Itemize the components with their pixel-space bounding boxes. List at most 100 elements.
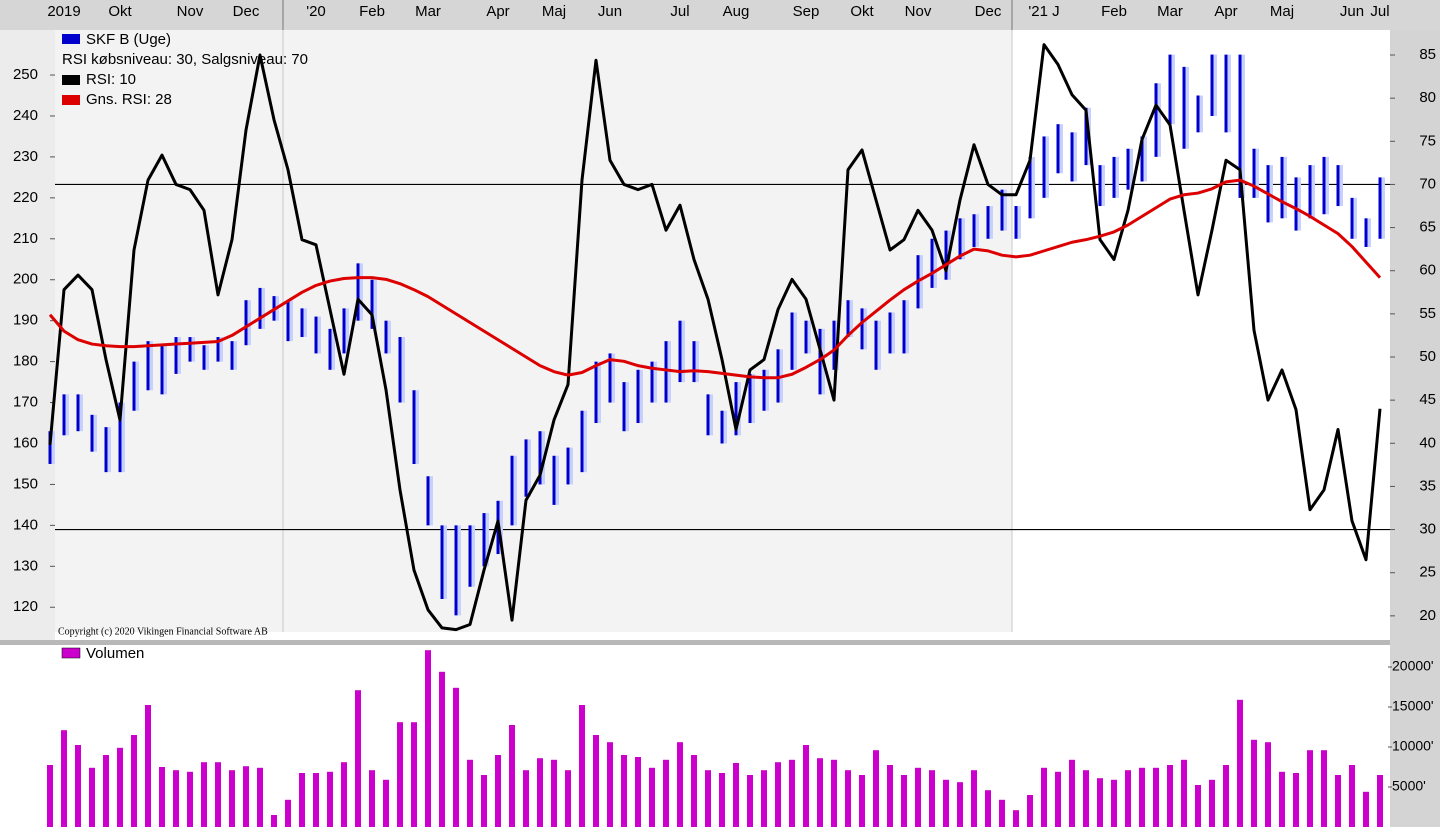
volume-bar	[705, 770, 711, 827]
x-tick-label: Nov	[177, 3, 204, 20]
volume-bar	[1209, 779, 1215, 827]
y-tick-label: 220	[13, 189, 38, 206]
volume-bar	[887, 765, 893, 827]
volume-bar	[803, 745, 809, 827]
volume-bar	[1363, 791, 1369, 827]
volume-bar	[299, 773, 305, 827]
x-tick-label: '21 J	[1028, 3, 1059, 20]
volume-bar	[593, 735, 599, 827]
volume-bar	[845, 770, 851, 827]
volume-bar	[747, 775, 753, 827]
volume-bar	[761, 770, 767, 827]
x-tick-label: Dec	[975, 3, 1002, 20]
y2-tick-label: 45	[1419, 391, 1436, 408]
volume-bar	[719, 773, 725, 827]
volume-bar	[1237, 699, 1243, 827]
volume-bar	[579, 705, 585, 827]
volume-bar	[75, 745, 81, 827]
x-tick-label: Feb	[1101, 3, 1127, 20]
y2-tick-label: 30	[1419, 521, 1436, 538]
volume-bar	[985, 790, 991, 827]
shaded-period	[55, 30, 1012, 632]
y2-tick-label: 50	[1419, 348, 1436, 365]
y2-tick-label: 40	[1419, 434, 1436, 451]
volume-bar	[901, 775, 907, 827]
x-tick-label: Jul	[1370, 3, 1389, 20]
volume-bar	[831, 759, 837, 827]
volume-bar	[1069, 759, 1075, 827]
x-tick-label: Jun	[598, 3, 622, 20]
volume-bar	[481, 775, 487, 827]
y-tick-label: 120	[13, 598, 38, 615]
volume-bar	[1335, 775, 1341, 827]
copyright: Copyright (c) 2020 Vikingen Financial So…	[58, 626, 268, 637]
left-axis-band	[0, 30, 55, 642]
y-tick-label: 170	[13, 394, 38, 411]
volume-bar	[775, 762, 781, 827]
volume-bar	[1027, 795, 1033, 827]
volume-bar	[929, 770, 935, 827]
x-tick-label: Feb	[359, 3, 385, 20]
y-tick-label: 15000'	[1392, 698, 1434, 714]
volume-bar	[145, 705, 151, 827]
x-tick-label: Maj	[1270, 3, 1294, 20]
volume-bar	[1307, 750, 1313, 827]
volume-bar	[159, 767, 165, 827]
volume-bar	[215, 762, 221, 827]
volume-bar	[1349, 765, 1355, 827]
volume-bar	[607, 742, 613, 827]
x-tick-label: Apr	[486, 3, 509, 20]
volume-bar	[47, 765, 53, 827]
volume-bar	[61, 730, 67, 827]
line-series	[48, 178, 1382, 380]
volume-bar	[1111, 779, 1117, 827]
volume-bar	[131, 735, 137, 827]
volume-bar	[1013, 810, 1019, 827]
volume-bar	[103, 755, 109, 827]
y2-tick-label: 70	[1419, 175, 1436, 192]
y2-tick-label: 85	[1419, 46, 1436, 63]
right-axis-band	[1390, 30, 1440, 827]
y-tick-label: 130	[13, 557, 38, 574]
volume-bar	[971, 770, 977, 827]
volume-bar	[551, 759, 557, 827]
volume-bar	[677, 742, 683, 827]
volume-bar	[943, 779, 949, 827]
volume-bar	[411, 722, 417, 827]
volume-bar	[915, 767, 921, 827]
volume-bar	[187, 771, 193, 827]
volume-bar	[649, 767, 655, 827]
volume-bar	[1041, 767, 1047, 827]
volume-bar	[733, 763, 739, 827]
volume-bar	[789, 759, 795, 827]
volume-bar	[565, 770, 571, 827]
volume-bar	[859, 775, 865, 827]
volume-bar	[873, 750, 879, 827]
volume-bar	[999, 799, 1005, 827]
x-tick-label: Dec	[233, 3, 260, 20]
volume-bar	[1055, 771, 1061, 827]
x-tick-label: Apr	[1214, 3, 1237, 20]
volume-bar	[271, 815, 277, 827]
volume-bar	[509, 725, 515, 827]
x-tick-label: Maj	[542, 3, 566, 20]
x-tick-label: Jun	[1340, 3, 1364, 20]
volume-bar	[1167, 765, 1173, 827]
volume-bar	[1139, 767, 1145, 827]
volume-bar	[117, 747, 123, 827]
legend-swatch	[62, 75, 80, 85]
y-tick-label: 190	[13, 312, 38, 329]
volume-bar	[621, 755, 627, 827]
volume-bar	[1195, 785, 1201, 827]
y2-tick-label: 25	[1419, 564, 1436, 581]
volume-bar	[173, 770, 179, 827]
y2-tick-label: 35	[1419, 477, 1436, 494]
legend: SKF B (Uge) RSI købsniveau: 30, Salgsniv…	[58, 31, 308, 662]
x-tick-label: Aug	[723, 3, 750, 20]
volume-bar	[285, 799, 291, 827]
volume-bar	[89, 767, 95, 827]
x-tick-label: '20	[306, 3, 326, 20]
y2-tick-label: 55	[1419, 305, 1436, 322]
volume-bar	[1181, 759, 1187, 827]
